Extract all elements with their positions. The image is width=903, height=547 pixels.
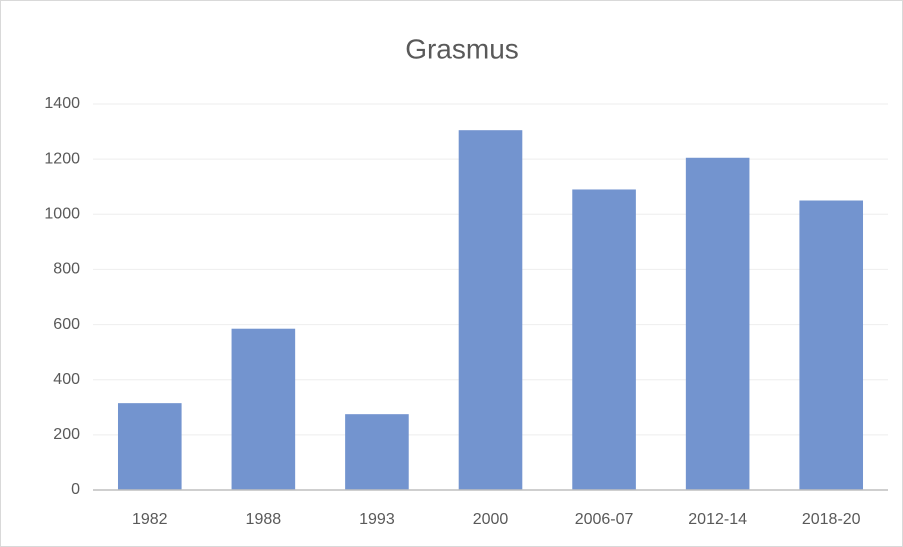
x-tick-label: 1982 [132,511,168,528]
chart-title: Grasmus [405,33,519,64]
bar [799,200,864,490]
x-tick-label: 2000 [473,511,509,528]
x-tick-label: 1988 [246,511,282,528]
y-tick-label: 400 [53,371,80,388]
bar [458,130,523,490]
y-tick-label: 200 [53,426,80,443]
bar [345,414,409,490]
bar [572,189,636,490]
y-tick-label: 0 [71,481,80,498]
bar [231,328,296,490]
y-tick-label: 600 [53,316,80,333]
bar [685,157,750,490]
bar [117,403,182,490]
x-tick-label: 2012-14 [688,511,747,528]
y-tick-label: 1000 [44,206,80,223]
x-tick-label: 2018-20 [802,511,861,528]
x-tick-label: 2006-07 [575,511,634,528]
x-tick-label: 1993 [359,511,395,528]
y-tick-label: 1200 [44,150,80,167]
y-tick-label: 800 [53,261,80,278]
y-tick-label: 1400 [44,95,80,112]
